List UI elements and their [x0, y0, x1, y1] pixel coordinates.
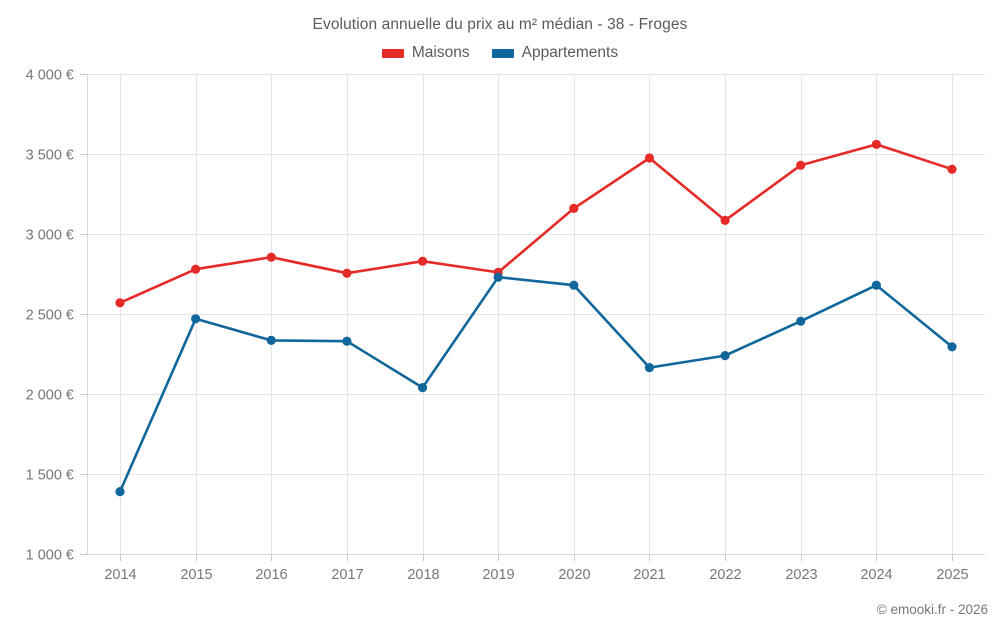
data-point[interactable]	[720, 215, 730, 225]
x-axis-tick-label: 2019	[482, 567, 514, 583]
series-line-maisons	[118, 143, 954, 305]
data-point[interactable]	[115, 487, 125, 497]
x-axis-tick-label: 2021	[633, 567, 665, 583]
data-point[interactable]	[871, 139, 881, 149]
data-point[interactable]	[720, 351, 730, 361]
data-point[interactable]	[342, 336, 352, 346]
data-point[interactable]	[569, 280, 579, 290]
chart-credit: © emooki.fr - 2026	[876, 602, 988, 617]
gridlines	[87, 74, 985, 555]
x-axis-tick-label: 2022	[709, 567, 741, 583]
legend-item-maisons[interactable]: Maisons	[381, 44, 470, 62]
data-point[interactable]	[796, 316, 806, 326]
x-axis-tick-label: 2018	[407, 567, 439, 583]
x-axis-tick-label: 2016	[255, 567, 287, 583]
y-axis-tick-label: 1 500 €	[26, 468, 74, 484]
x-axis-tick-labels: 2014 2015 2016 2017 2018 2019 2020 2021 2022 2023…	[104, 567, 968, 583]
x-axis-tick-label: 2015	[180, 567, 212, 583]
axes	[80, 74, 985, 561]
legend-swatch-icon	[491, 48, 514, 58]
data-point[interactable]	[569, 203, 579, 213]
legend-item-appartements[interactable]: Appartements	[491, 44, 619, 62]
x-axis-tick-label: 2020	[558, 567, 590, 583]
data-point[interactable]	[947, 342, 957, 352]
y-axis-tick-labels: 1 000 € 1 500 € 2 000 € 2 500 € 3 000 € 3 500…	[26, 68, 74, 564]
data-point[interactable]	[266, 252, 276, 262]
data-point[interactable]	[417, 256, 428, 266]
legend-label: Maisons	[411, 44, 470, 61]
data-point[interactable]	[796, 160, 806, 170]
y-axis-tick-label: 2 500 €	[26, 308, 74, 324]
y-axis-tick-label: 2 000 €	[26, 388, 74, 404]
legend-label: Appartements	[521, 44, 619, 61]
x-axis-tick-label: 2014	[104, 567, 136, 583]
x-axis-tick-label: 2024	[860, 567, 892, 583]
y-axis-tick-label: 3 000 €	[26, 228, 74, 244]
data-point[interactable]	[947, 164, 957, 174]
data-point[interactable]	[644, 363, 655, 373]
data-point[interactable]	[115, 298, 125, 308]
y-axis-tick-label: 1 000 €	[26, 548, 74, 564]
data-series	[115, 139, 957, 497]
y-axis-tick-label: 4 000 €	[26, 68, 74, 84]
legend-swatch-icon	[381, 48, 404, 58]
data-point[interactable]	[191, 314, 201, 324]
data-point[interactable]	[644, 153, 655, 163]
data-point[interactable]	[342, 268, 352, 278]
chart-legend: Maisons Appartements	[0, 44, 1000, 62]
y-axis-tick-label: 3 500 €	[26, 148, 74, 164]
x-axis-tick-label: 2025	[936, 567, 968, 583]
data-point[interactable]	[266, 335, 276, 345]
x-axis-tick-label: 2023	[785, 567, 817, 583]
data-point[interactable]	[493, 272, 503, 282]
series-line-appartements	[118, 275, 954, 493]
chart-title: Evolution annuelle du prix au m² médian …	[312, 16, 688, 33]
data-point[interactable]	[191, 264, 201, 274]
data-point[interactable]	[417, 383, 428, 393]
x-axis-tick-label: 2017	[331, 567, 363, 583]
data-point[interactable]	[871, 280, 881, 290]
